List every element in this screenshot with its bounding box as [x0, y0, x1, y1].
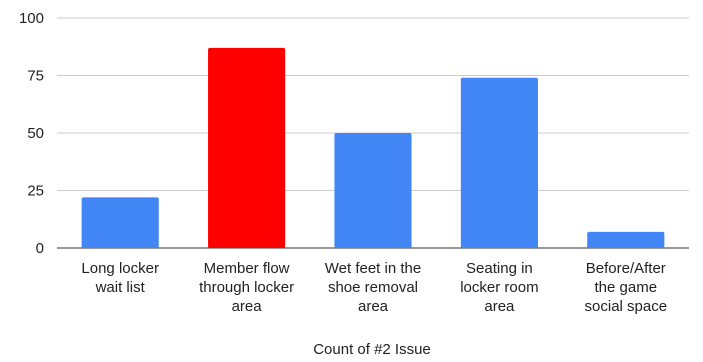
bars — [81, 47, 665, 249]
x-category-label: Member flow through locker area — [199, 260, 294, 315]
x-category-label: Wet feet in the shoe removal area — [325, 260, 421, 315]
y-tick-label: 25 — [27, 183, 44, 200]
y-tick-label: 100 — [19, 10, 44, 27]
bar — [334, 133, 412, 248]
y-tick-label: 50 — [27, 125, 44, 142]
bar — [460, 77, 538, 248]
bar — [208, 47, 286, 249]
x-category-label: Long locker wait list — [81, 260, 159, 296]
y-tick-label: 75 — [27, 68, 44, 85]
bar — [587, 231, 665, 248]
x-category-label: Before/After the game social space — [585, 260, 668, 315]
x-category-label: Seating in locker room area — [460, 260, 538, 315]
bar — [81, 197, 159, 248]
x-axis-label: Count of #2 Issue — [313, 341, 431, 358]
y-tick-label: 0 — [36, 240, 44, 257]
x-axis-categories: Long locker wait list Member flow through l… — [81, 260, 667, 315]
y-axis-ticks: 0 25 50 75 100 — [19, 10, 44, 257]
